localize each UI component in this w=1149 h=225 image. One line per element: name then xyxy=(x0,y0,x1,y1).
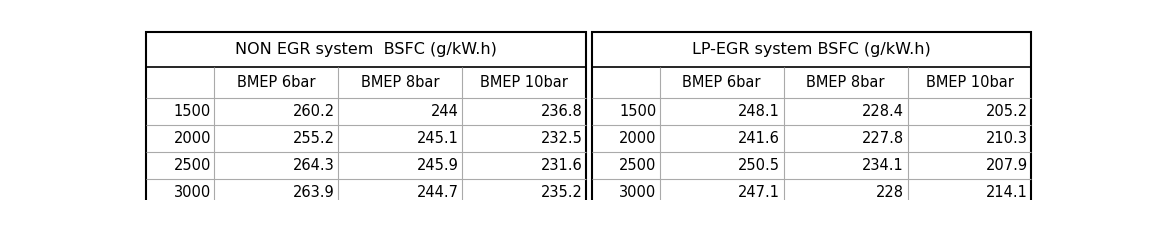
Text: 2000: 2000 xyxy=(173,131,211,146)
Text: BMEP 6bar: BMEP 6bar xyxy=(683,75,761,90)
Text: 245.1: 245.1 xyxy=(417,131,458,146)
Text: 235.2: 235.2 xyxy=(541,184,583,200)
Text: 1500: 1500 xyxy=(619,104,656,119)
Text: 210.3: 210.3 xyxy=(986,131,1028,146)
Text: 250.5: 250.5 xyxy=(738,158,780,173)
Text: 228.4: 228.4 xyxy=(862,104,904,119)
Text: 227.8: 227.8 xyxy=(862,131,904,146)
Text: BMEP 6bar: BMEP 6bar xyxy=(237,75,316,90)
Text: 245.9: 245.9 xyxy=(417,158,458,173)
Text: 1500: 1500 xyxy=(173,104,211,119)
Text: 263.9: 263.9 xyxy=(293,184,334,200)
Text: BMEP 8bar: BMEP 8bar xyxy=(807,75,885,90)
Bar xyxy=(592,32,1032,205)
Text: 3000: 3000 xyxy=(619,184,656,200)
Text: 260.2: 260.2 xyxy=(293,104,334,119)
Text: NON EGR system  BSFC (g/kW.h): NON EGR system BSFC (g/kW.h) xyxy=(236,42,498,57)
Text: 234.1: 234.1 xyxy=(862,158,904,173)
Text: 205.2: 205.2 xyxy=(986,104,1028,119)
Text: 244: 244 xyxy=(431,104,458,119)
Text: 207.9: 207.9 xyxy=(986,158,1028,173)
Text: 228: 228 xyxy=(876,184,904,200)
Text: 244.7: 244.7 xyxy=(417,184,458,200)
Text: 232.5: 232.5 xyxy=(541,131,583,146)
Text: 3000: 3000 xyxy=(173,184,211,200)
Text: 2500: 2500 xyxy=(173,158,211,173)
Text: 214.1: 214.1 xyxy=(986,184,1028,200)
Bar xyxy=(146,32,586,205)
Text: 236.8: 236.8 xyxy=(541,104,583,119)
Text: BMEP 10bar: BMEP 10bar xyxy=(926,75,1013,90)
Text: 2500: 2500 xyxy=(619,158,656,173)
Text: 248.1: 248.1 xyxy=(738,104,780,119)
Text: 241.6: 241.6 xyxy=(738,131,780,146)
Text: 2000: 2000 xyxy=(618,131,656,146)
Text: BMEP 8bar: BMEP 8bar xyxy=(361,75,440,90)
Text: 255.2: 255.2 xyxy=(293,131,334,146)
Text: LP-EGR system BSFC (g/kW.h): LP-EGR system BSFC (g/kW.h) xyxy=(692,42,931,57)
Text: 231.6: 231.6 xyxy=(541,158,583,173)
Text: BMEP 10bar: BMEP 10bar xyxy=(480,75,568,90)
Text: 264.3: 264.3 xyxy=(293,158,334,173)
Text: 247.1: 247.1 xyxy=(738,184,780,200)
